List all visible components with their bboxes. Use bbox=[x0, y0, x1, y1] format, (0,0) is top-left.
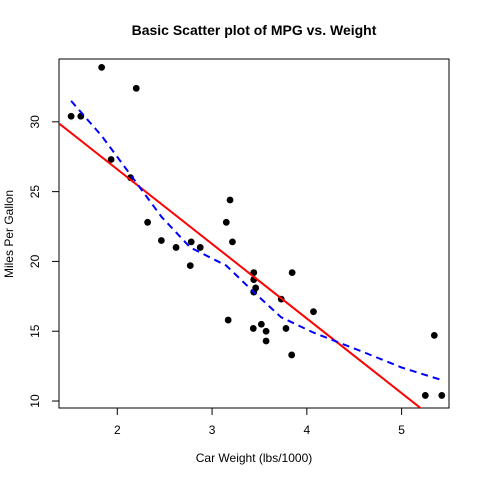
data-point bbox=[249, 325, 257, 332]
data-points bbox=[67, 63, 446, 399]
y-tick-label: 10 bbox=[28, 394, 42, 408]
data-point bbox=[262, 327, 270, 335]
data-point bbox=[288, 351, 296, 359]
fit-lines bbox=[59, 100, 443, 408]
x-tick-label: 3 bbox=[209, 423, 216, 437]
data-point bbox=[172, 244, 180, 251]
data-point bbox=[257, 320, 265, 328]
data-point bbox=[282, 325, 290, 332]
data-point bbox=[144, 218, 152, 226]
data-point bbox=[310, 308, 317, 316]
data-point bbox=[421, 392, 429, 399]
data-point bbox=[67, 112, 75, 120]
y-tick-label: 20 bbox=[28, 254, 42, 268]
data-point bbox=[187, 238, 195, 246]
x-tick-label: 5 bbox=[398, 423, 405, 437]
data-point bbox=[226, 196, 234, 204]
plot-frame bbox=[58, 58, 450, 409]
y-axis-label: Miles Per Gallon bbox=[2, 190, 16, 278]
x-tick-label: 4 bbox=[303, 423, 310, 437]
x-axis-label: Car Weight (lbs/1000) bbox=[196, 451, 313, 465]
y-axis: 10 15 20 25 30 bbox=[28, 115, 59, 408]
data-point bbox=[98, 63, 106, 71]
regression-line bbox=[59, 122, 423, 408]
x-axis: 2 3 4 5 bbox=[114, 408, 405, 437]
data-point bbox=[222, 218, 230, 226]
data-point bbox=[196, 244, 204, 251]
data-point bbox=[224, 316, 232, 324]
data-point bbox=[262, 337, 270, 345]
data-point bbox=[186, 262, 194, 270]
data-point bbox=[430, 332, 438, 339]
data-point bbox=[288, 269, 296, 276]
y-tick-label: 30 bbox=[28, 115, 42, 129]
data-point bbox=[132, 84, 140, 92]
chart-title: Basic Scatter plot of MPG vs. Weight bbox=[132, 22, 377, 38]
y-tick-label: 15 bbox=[28, 324, 42, 338]
x-tick-label: 2 bbox=[114, 423, 121, 437]
data-point bbox=[229, 238, 236, 246]
lowess-line bbox=[70, 100, 443, 382]
data-point bbox=[107, 156, 115, 163]
y-tick-label: 25 bbox=[28, 185, 42, 199]
data-point bbox=[157, 237, 165, 244]
data-point bbox=[438, 392, 446, 399]
